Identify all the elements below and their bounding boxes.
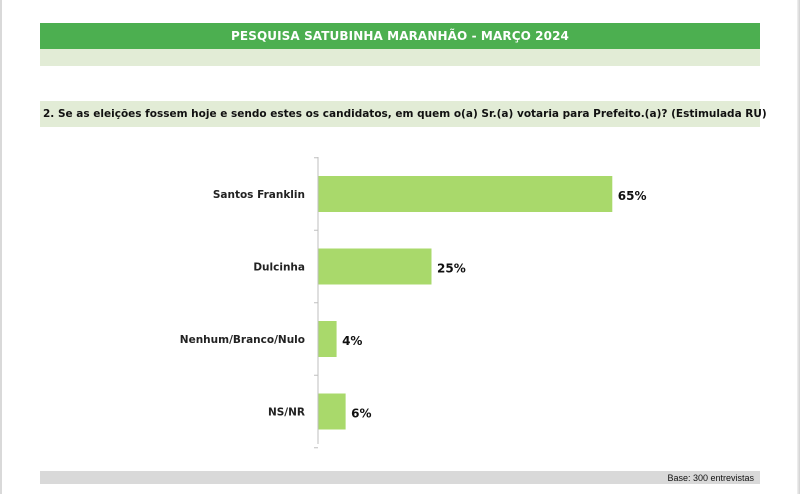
- bar: [318, 248, 432, 285]
- data-label: 4%: [342, 334, 362, 348]
- title-sub-band: [40, 49, 760, 66]
- page-edge-left: [0, 0, 2, 494]
- footer-bar: Base: 300 entrevistas: [40, 471, 760, 484]
- bar: [318, 393, 346, 430]
- report-title: PESQUISA SATUBINHA MARANHÃO - MARÇO 2024: [231, 29, 569, 43]
- question-text: 2. Se as eleições fossem hoje e sendo es…: [43, 108, 767, 120]
- report-title-bar: PESQUISA SATUBINHA MARANHÃO - MARÇO 2024: [40, 23, 760, 49]
- bar: [318, 321, 337, 357]
- data-label: 25%: [437, 262, 466, 276]
- category-label: Santos Franklin: [213, 189, 305, 201]
- question-bar: 2. Se as eleições fossem hoje e sendo es…: [40, 101, 767, 127]
- data-label: 6%: [351, 407, 371, 421]
- category-label: Nenhum/Branco/Nulo: [180, 334, 305, 346]
- data-label: 65%: [618, 189, 647, 203]
- page-edge-right: [797, 0, 800, 494]
- bar: [318, 176, 613, 212]
- category-label: NS/NR: [268, 407, 305, 419]
- category-label: Dulcinha: [253, 262, 305, 274]
- sample-base-note: Base: 300 entrevistas: [667, 472, 754, 483]
